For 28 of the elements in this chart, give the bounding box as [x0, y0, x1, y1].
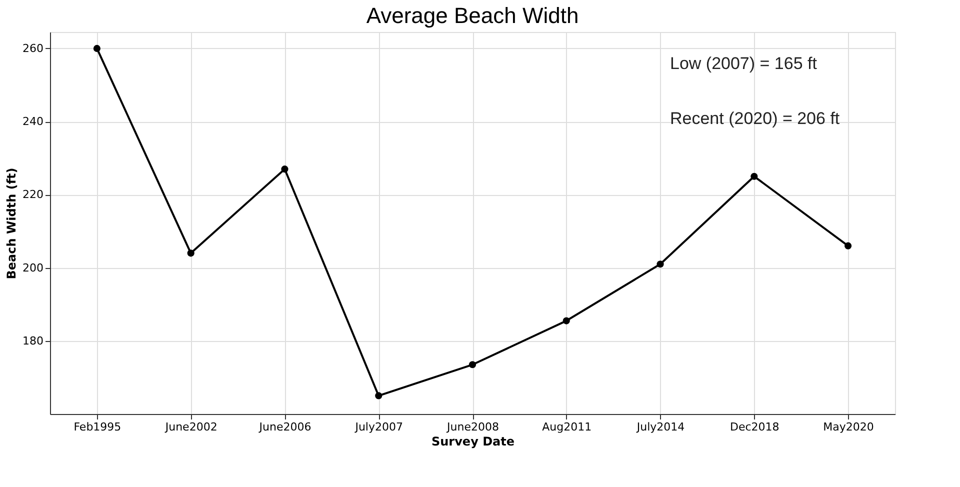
chart-title: Average Beach Width [366, 3, 579, 28]
x-tick-label: Dec2018 [730, 420, 780, 434]
y-tick-label: 200 [22, 261, 44, 274]
x-tick-label: June2006 [258, 420, 312, 434]
x-tick-label: June2002 [164, 420, 218, 434]
x-axis-title: Survey Date [432, 434, 514, 448]
point [187, 250, 194, 257]
y-tick-label: 180 [22, 334, 44, 348]
y-tick-label: 260 [22, 42, 44, 55]
annotation: Low (2007) = 165 ft [670, 54, 818, 73]
y-axis-title: Beach Width (ft) [4, 168, 19, 280]
annotation: Recent (2020) = 206 ft [670, 109, 840, 128]
x-tick-label: Feb1995 [74, 420, 122, 434]
point [656, 260, 664, 268]
point [281, 166, 288, 173]
y-tick-label: 240 [22, 115, 44, 128]
x-tick-label: July2014 [636, 420, 685, 434]
x-tick-label: July2007 [354, 420, 403, 434]
point [844, 242, 852, 250]
y-tick-label: 220 [22, 188, 44, 202]
x-tick-label: June2008 [446, 420, 499, 434]
point [562, 317, 570, 324]
x-tick-label: Aug2011 [542, 420, 592, 434]
point [750, 172, 758, 180]
point [468, 361, 476, 368]
x-tick-label: May2020 [823, 420, 874, 434]
point [93, 44, 100, 52]
point [375, 392, 382, 400]
